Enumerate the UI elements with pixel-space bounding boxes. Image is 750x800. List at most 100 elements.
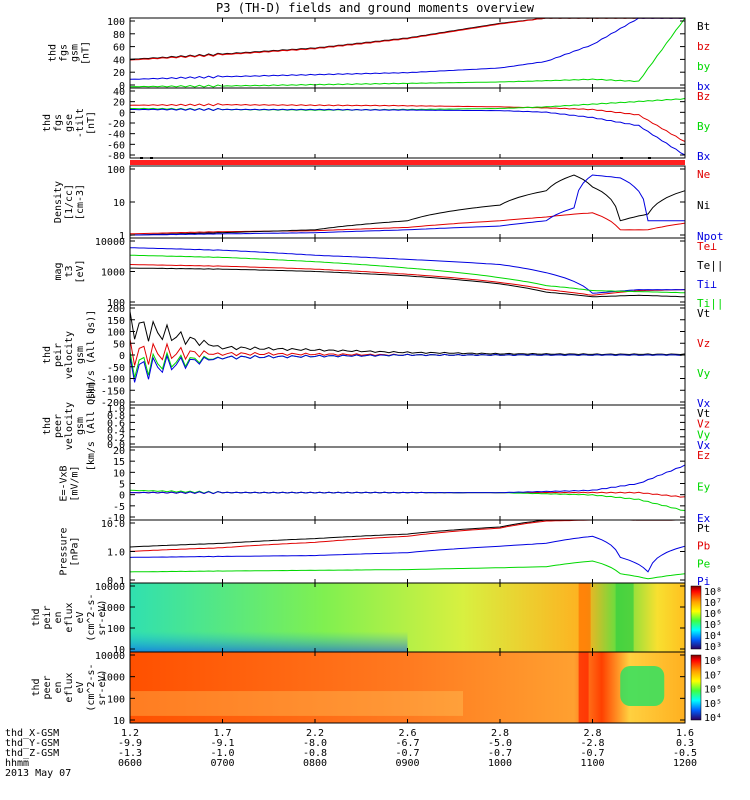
y-tick-label: -40 xyxy=(107,130,125,141)
y-axis-label: eflux xyxy=(64,672,75,702)
y-axis-label: t3 xyxy=(64,265,75,277)
electron-spectrogram xyxy=(130,652,685,723)
y-tick-label: 0.0 xyxy=(107,440,125,451)
colorbar-label: 10⁵ xyxy=(704,699,722,710)
series-Ni xyxy=(129,174,686,236)
y-axis-label: sr-eV) xyxy=(97,599,108,635)
series-by xyxy=(129,17,686,88)
y-axis-label: peer xyxy=(42,675,53,699)
y-tick-label: 10 xyxy=(113,716,125,727)
legend-Pt: Pt xyxy=(697,522,710,535)
legend-Vx: Vx xyxy=(697,439,711,452)
y-tick-label: 40 xyxy=(113,87,125,98)
x-axis-value: 1.2 xyxy=(121,728,139,739)
colorbar-label: 10⁶ xyxy=(704,685,722,696)
y-tick-label: -200 xyxy=(101,398,125,409)
legend-Vz: Vz xyxy=(697,337,710,350)
series-Pt xyxy=(129,519,685,548)
series-Vx xyxy=(129,353,686,383)
series-Pe xyxy=(129,560,686,580)
y-axis-label: fgs xyxy=(59,44,70,62)
y-axis-label: [nPa] xyxy=(70,536,81,566)
y-tick-label: -80 xyxy=(107,151,125,162)
legend-Vt: Vt xyxy=(697,407,710,420)
colorbar-label: 10⁸ xyxy=(704,587,722,598)
y-axis-label: velocity xyxy=(64,402,75,450)
x-axis-row-label: thd_Z-GSM xyxy=(5,748,59,759)
y-tick-label: 100 xyxy=(107,298,125,309)
x-axis-value: -2.8 xyxy=(580,738,604,749)
y-axis-label: gse xyxy=(64,114,75,132)
y-axis-label: gsm xyxy=(75,417,86,435)
y-tick-label: 1000 xyxy=(101,268,125,279)
colorbar-label: 10⁵ xyxy=(704,620,722,631)
series-Bx xyxy=(130,107,686,156)
legend-Ez: Ez xyxy=(697,449,710,462)
y-axis-label: thd xyxy=(31,678,42,696)
series-Ne xyxy=(129,212,686,235)
y-tick-label: 20 xyxy=(113,446,125,457)
y-tick-label: 150 xyxy=(107,316,125,327)
electron-spectrogram-band xyxy=(578,652,589,723)
y-tick-label: 1000 xyxy=(101,673,125,684)
y-tick-label: 5 xyxy=(119,480,125,491)
y-tick-label: 0.8 xyxy=(107,411,125,422)
legend-Npot: Npot xyxy=(697,230,724,243)
y-tick-label: 10 xyxy=(113,198,125,209)
colorbar-label: 10⁴ xyxy=(704,713,722,724)
y-tick-label: -5 xyxy=(113,502,125,513)
x-axis-value: 2.8 xyxy=(491,728,509,739)
y-tick-label: 10000 xyxy=(95,237,125,248)
y-axis-label: peer xyxy=(53,414,64,438)
x-axis-value: -9.9 xyxy=(118,738,142,749)
x-axis-value: 0600 xyxy=(118,758,142,769)
colorbar-label: 10³ xyxy=(704,642,722,653)
y-tick-label: 100 xyxy=(107,328,125,339)
y-tick-label: 1000 xyxy=(101,603,125,614)
x-axis-value: 2.6 xyxy=(398,728,416,739)
y-axis-label: [mV/m] xyxy=(70,465,81,501)
y-tick-label: 10 xyxy=(113,645,125,656)
y-tick-label: 10000 xyxy=(95,582,125,593)
y-axis-label: fgs xyxy=(53,114,64,132)
y-tick-label: 0 xyxy=(119,81,125,92)
y-axis-label: peir xyxy=(53,343,64,367)
x-axis-value: -0.7 xyxy=(488,748,512,759)
legend-By: By xyxy=(697,120,711,133)
y-tick-label: 0.1 xyxy=(107,576,125,587)
legend-Pi: Pi xyxy=(697,575,710,588)
y-tick-label: 0.6 xyxy=(107,418,125,429)
series-Npot xyxy=(129,174,686,236)
series-Ex xyxy=(130,464,686,495)
y-tick-label: 1 xyxy=(119,231,125,242)
y-axis-label: [cm-3] xyxy=(75,184,86,220)
x-axis-value: 1.6 xyxy=(676,728,694,739)
colorbar-label: 10⁷ xyxy=(704,598,722,609)
legend-Vt: Vt xyxy=(697,307,710,320)
y-axis-label: thd xyxy=(42,417,53,435)
x-axis-row-label: thd_X-GSM xyxy=(5,728,59,739)
legend-bx: bx xyxy=(697,80,711,93)
legend-Ey: Ey xyxy=(697,481,711,494)
y-tick-label: 100 xyxy=(107,17,125,28)
y-axis-label: eV xyxy=(75,611,86,623)
series-Bz xyxy=(129,103,686,142)
y-axis-label: E=-VxB xyxy=(59,465,70,501)
y-tick-label: -150 xyxy=(101,386,125,397)
x-axis-value: 1.7 xyxy=(213,728,231,739)
x-axis-value: 0700 xyxy=(210,758,234,769)
legend-Bx: Bx xyxy=(697,150,711,163)
x-axis-value: 2.8 xyxy=(583,728,601,739)
colorbar-label: 10⁷ xyxy=(704,670,722,681)
x-axis-value: 0.3 xyxy=(676,738,694,749)
y-tick-label: 0 xyxy=(119,108,125,119)
y-axis-label: thd xyxy=(31,608,42,626)
y-tick-label: 1.0 xyxy=(107,404,125,415)
series-Ti⊥ xyxy=(129,247,686,294)
y-axis-label: gsm xyxy=(75,346,86,364)
x-axis-value: 0800 xyxy=(303,758,327,769)
y-axis-label: -tilt xyxy=(75,108,86,138)
y-tick-label: -60 xyxy=(107,140,125,151)
y-axis-label: [eV] xyxy=(75,259,86,283)
legend-bz: bz xyxy=(697,40,710,53)
